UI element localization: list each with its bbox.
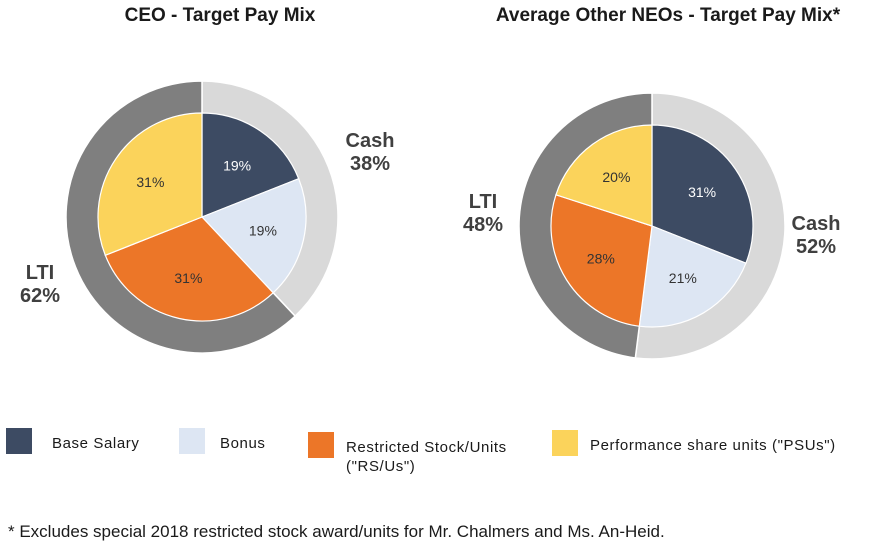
neo-pie: 31% 21% 28% 20%	[518, 92, 786, 360]
neo-slice-performance-share-units-psus	[555, 124, 653, 227]
neo-chart-title: Average Other NEOs - Target Pay Mix*	[495, 5, 841, 26]
neo-lti-label: LTI	[468, 191, 498, 213]
neo-lti-value: 48%	[462, 214, 504, 236]
ceo-chart-title: CEO - Target Pay Mix	[124, 5, 316, 26]
ceo-slice-label-bonus: 19%	[249, 223, 277, 239]
legend: Base Salary Bonus Restricted Stock/Units…	[0, 428, 892, 488]
legend-swatch-base-salary	[6, 428, 32, 454]
ceo-slice-label-base-salary: 19%	[223, 157, 251, 173]
ceo-cash-label: Cash	[345, 130, 395, 152]
footnote: * Excludes special 2018 restricted stock…	[8, 522, 665, 541]
legend-label-rsus-line2: ("RS/Us")	[346, 458, 416, 475]
ceo-cash-ring-label: Cash 38%	[330, 130, 410, 176]
ceo-slice-base-salary	[201, 112, 300, 218]
legend-label-rsus-line1: Restricted Stock/Units	[346, 439, 507, 456]
legend-swatch-rsus	[308, 432, 334, 458]
legend-swatch-bonus	[179, 428, 205, 454]
ceo-slice-label-performance-share-units-psus: 31%	[136, 174, 164, 190]
ceo-slice-performance-share-units-psus	[97, 112, 203, 257]
ceo-cash-value: 38%	[349, 153, 391, 175]
legend-label-base-salary: Base Salary	[52, 435, 140, 452]
neo-slice-restricted-stock-units-rs-us	[550, 194, 653, 327]
ceo-slice-label-restricted-stock-units-rs-us: 31%	[174, 270, 202, 286]
neo-cash-value: 52%	[795, 236, 837, 258]
neo-slice-label-base-salary: 31%	[688, 184, 716, 200]
legend-item-base-salary: Base Salary	[6, 428, 139, 454]
legend-label-rsus: Restricted Stock/Units ("RS/Us")	[346, 438, 507, 476]
ceo-pie: 19% 19% 31% 31%	[65, 80, 339, 354]
ceo-slice-bonus	[200, 177, 307, 294]
ceo-lti-value: 62%	[19, 285, 61, 307]
legend-item-bonus: Bonus	[179, 428, 266, 454]
neo-slice-label-bonus: 21%	[669, 270, 697, 286]
neo-lti-ring-label: LTI 48%	[448, 191, 518, 237]
neo-slice-bonus	[638, 225, 747, 328]
neo-cash-ring-label: Cash 52%	[776, 213, 856, 259]
legend-label-bonus: Bonus	[220, 435, 266, 452]
legend-item-rsus: Restricted Stock/Units ("RS/Us")	[308, 432, 507, 476]
legend-swatch-psus	[552, 430, 578, 456]
ceo-lti-ring-label: LTI 62%	[5, 262, 75, 308]
ceo-slice-restricted-stock-units-rs-us	[104, 216, 275, 322]
legend-label-psus: Performance share units ("PSUs")	[590, 437, 836, 454]
ceo-lti-label: LTI	[25, 262, 55, 284]
legend-item-psus: Performance share units ("PSUs")	[552, 430, 836, 456]
neo-slice-label-performance-share-units-psus: 20%	[602, 169, 630, 185]
neo-slice-base-salary	[651, 124, 754, 264]
neo-slice-label-restricted-stock-units-rs-us: 28%	[587, 251, 615, 267]
neo-cash-label: Cash	[791, 213, 841, 235]
